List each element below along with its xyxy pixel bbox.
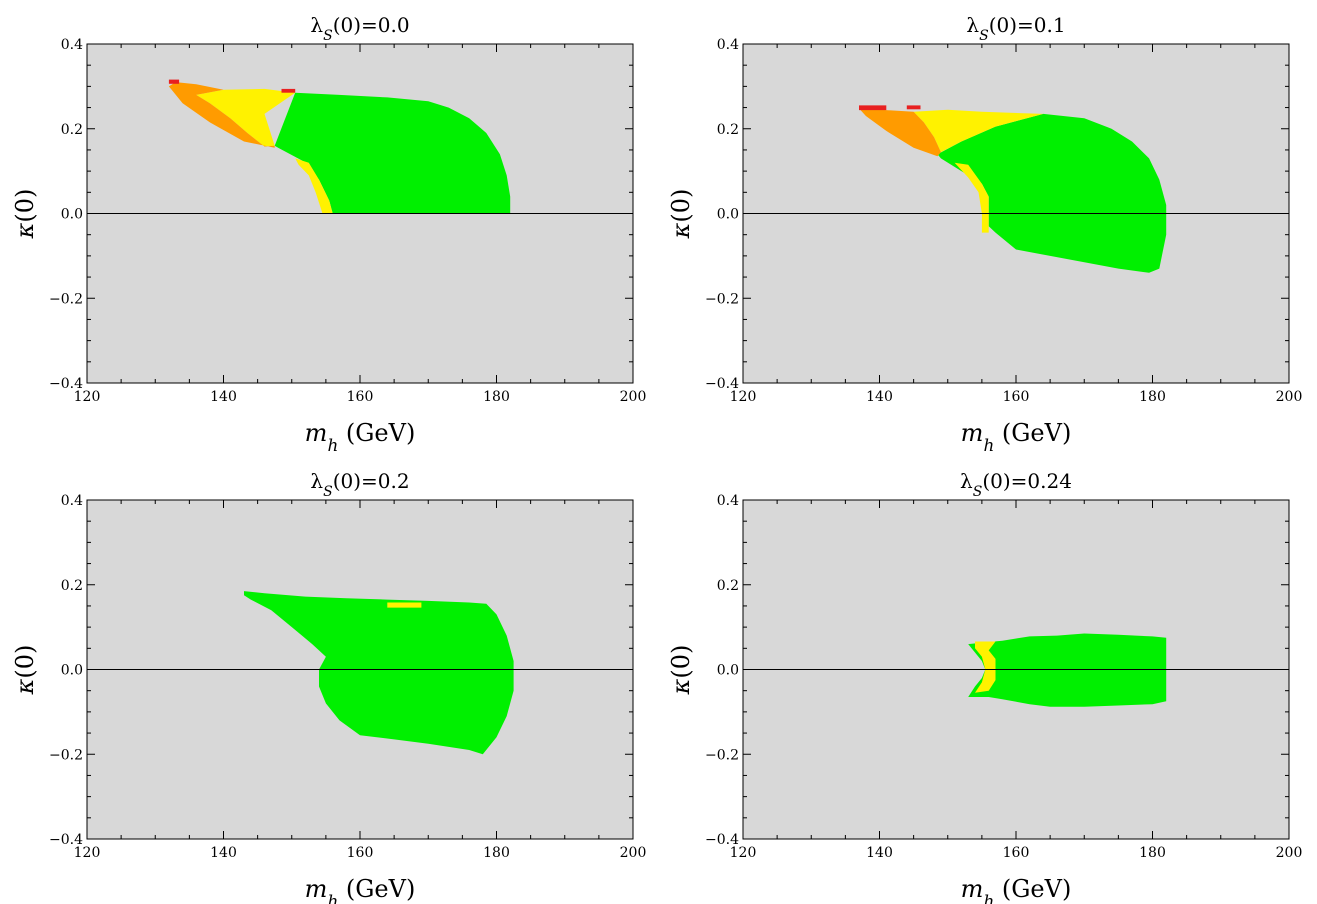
x-tick-label: 200: [1276, 389, 1303, 405]
y-tick-label: 0.4: [717, 493, 739, 509]
x-tick-label: 180: [1139, 845, 1166, 861]
x-tick-label: 160: [347, 389, 374, 405]
y-tick-label: 0.4: [717, 37, 739, 53]
y-tick-label: −0.2: [705, 747, 739, 763]
x-tick-label: 180: [483, 845, 510, 861]
y-tick-label: −0.4: [705, 376, 739, 392]
x-tick-label: 160: [1003, 389, 1030, 405]
x-axis-label: mh (GeV): [961, 875, 1072, 904]
y-axis-label: κ(0): [667, 645, 695, 696]
x-tick-label: 140: [210, 389, 237, 405]
panel-title: λS(0)=0.24: [960, 469, 1072, 500]
x-tick-label: 200: [1276, 845, 1303, 861]
x-tick-label: 140: [210, 845, 237, 861]
x-tick-label: 140: [866, 845, 893, 861]
x-axis-label: mh (GeV): [305, 875, 416, 904]
x-tick-label: 120: [730, 389, 757, 405]
panel-4: 120 140 160 180 200 −0.4 −0.2 0.0 0.2 0.4 λS(0)=0.…: [667, 469, 1302, 904]
region-1: [274, 92, 511, 214]
region-3: [295, 158, 333, 214]
panel-title: λS(0)=0.1: [966, 13, 1065, 44]
x-tick-label: 140: [866, 389, 893, 405]
y-tick-label: −0.4: [49, 376, 83, 392]
y-tick-label: −0.4: [705, 832, 739, 848]
panel-title: λS(0)=0.0: [310, 13, 409, 44]
y-tick-label: −0.2: [705, 291, 739, 307]
y-tick-label: 0.0: [717, 663, 739, 679]
panel-2: 120 140 160 180 200 −0.4 −0.2 0.0 0.2 0.4 λS(0)=0.…: [667, 13, 1302, 455]
x-axis-label: mh (GeV): [305, 419, 416, 455]
x-tick-label: 200: [620, 845, 647, 861]
region-5: [168, 79, 180, 84]
x-tick-label: 160: [1003, 845, 1030, 861]
region-6: [906, 105, 921, 110]
panel-title: λS(0)=0.2: [310, 469, 409, 500]
x-tick-label: 120: [74, 389, 101, 405]
y-tick-label: 0.0: [61, 663, 83, 679]
x-tick-label: 120: [730, 845, 757, 861]
x-tick-label: 120: [74, 845, 101, 861]
y-tick-label: 0.0: [61, 207, 83, 223]
region-4: [859, 108, 941, 157]
y-tick-label: 0.2: [717, 122, 739, 138]
panel-3: 120 140 160 180 200 −0.4 −0.2 0.0 0.2 0.4 λS(0)=0.…: [11, 469, 646, 904]
region-5: [859, 105, 887, 111]
x-tick-label: 180: [1139, 389, 1166, 405]
y-axis-label: κ(0): [11, 645, 39, 696]
region-6: [281, 88, 296, 93]
y-tick-label: 0.4: [61, 37, 83, 53]
y-tick-label: 0.4: [61, 493, 83, 509]
y-tick-label: 0.0: [717, 207, 739, 223]
region-1: [937, 113, 1167, 273]
panel-1: 120 140 160 180 200 −0.4 −0.2 0.0 0.2 0.4 λS(0)=0.…: [11, 13, 646, 455]
y-tick-label: 0.2: [717, 578, 739, 594]
region-1: [244, 591, 514, 755]
region-4: [168, 82, 275, 148]
region-2: [196, 88, 296, 147]
x-tick-label: 160: [347, 845, 374, 861]
y-tick-label: −0.2: [49, 747, 83, 763]
x-tick-label: 200: [620, 389, 647, 405]
y-axis-label: κ(0): [11, 189, 39, 240]
region-1: [968, 633, 1167, 707]
y-tick-label: −0.2: [49, 291, 83, 307]
region-2: [913, 109, 1044, 153]
region-3: [954, 162, 989, 233]
y-tick-label: 0.2: [61, 578, 83, 594]
region-2: [387, 602, 422, 608]
y-tick-label: −0.4: [49, 832, 83, 848]
x-tick-label: 180: [483, 389, 510, 405]
x-axis-label: mh (GeV): [961, 419, 1072, 455]
y-axis-label: κ(0): [667, 189, 695, 240]
y-tick-label: 0.2: [61, 122, 83, 138]
region-2: [975, 641, 996, 693]
